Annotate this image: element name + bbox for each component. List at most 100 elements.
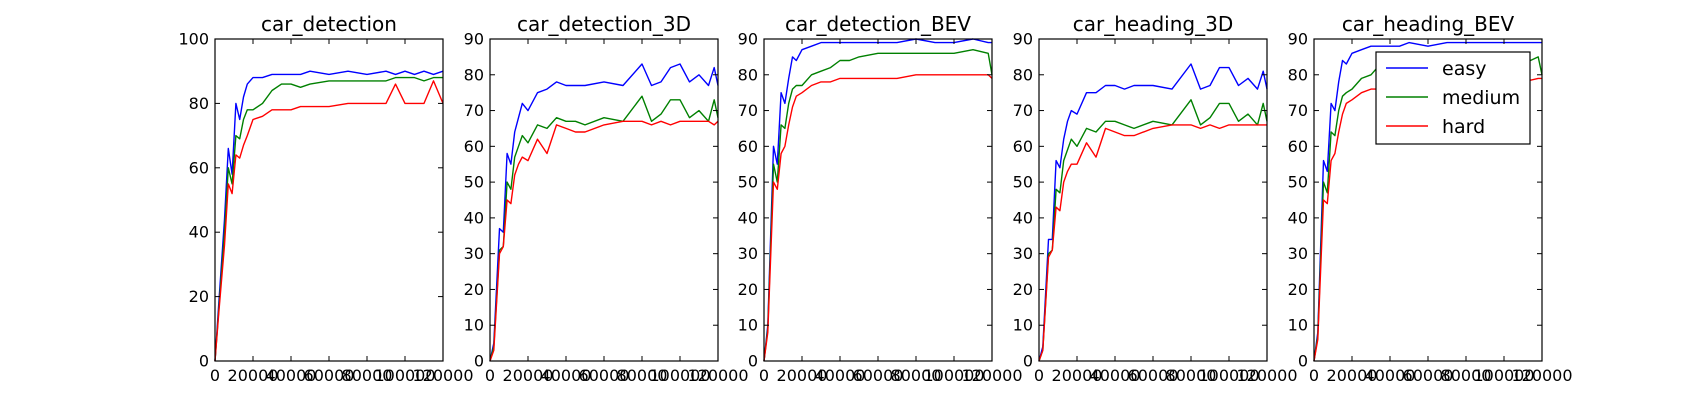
x-tick-label: 0 <box>1034 366 1044 385</box>
chart-title: car_detection_3D <box>517 12 691 36</box>
series-line-easy <box>489 63 719 362</box>
x-tick-label: 80000 <box>1166 366 1217 385</box>
y-tick-label: 80 <box>1013 65 1033 84</box>
plot-frame <box>1038 38 1268 362</box>
y-tick-label: 40 <box>1288 208 1308 227</box>
y-tick-label: 20 <box>738 280 758 299</box>
y-tick-label: 10 <box>464 316 484 335</box>
series-line-easy <box>1038 63 1268 362</box>
x-tick-label: 0 <box>759 366 769 385</box>
x-tick-label: 40000 <box>815 366 866 385</box>
x-tick-label: 100000 <box>1473 366 1534 385</box>
y-tick-label: 90 <box>464 30 484 49</box>
chart-panel-car-detection: car_detection 0 20 40 60 80 100 0 20000400006000… <box>178 12 473 385</box>
y-tick-label: 30 <box>1288 244 1308 263</box>
chart-title: car_heading_BEV <box>1342 12 1515 36</box>
y-tick-label: 10 <box>738 316 758 335</box>
x-tick-label: 20000 <box>777 366 828 385</box>
series-line-medium <box>214 76 443 362</box>
chart-panel-car-detection-3D: car_detection_3D 0 10 20 30 40 50 60 70 80 90 0 2000… <box>464 12 749 385</box>
series-line-medium <box>1038 99 1268 362</box>
y-tick-label: 70 <box>1288 101 1308 120</box>
y-tick-label: 20 <box>1288 280 1308 299</box>
y-tick-label: 20 <box>464 280 484 299</box>
y-tick-label: 30 <box>1013 244 1033 263</box>
y-tick-label: 60 <box>1288 137 1308 156</box>
series-line-easy <box>214 70 444 362</box>
x-tick-label: 80000 <box>891 366 942 385</box>
y-tick-label: 80 <box>464 65 484 84</box>
y-tick-label: 40 <box>189 223 209 242</box>
plot-frame <box>763 38 993 362</box>
x-tick-label: 40000 <box>541 366 592 385</box>
x-tick-label: 60000 <box>304 366 355 385</box>
y-tick-label: 50 <box>1013 173 1033 192</box>
y-tick-label: 60 <box>1013 137 1033 156</box>
y-tick-label: 0 <box>748 352 758 371</box>
x-tick-label: 120000 <box>687 366 748 385</box>
x-tick-label: 20000 <box>1052 366 1103 385</box>
x-tick-label: 40000 <box>1365 366 1416 385</box>
plot-frame <box>214 38 444 362</box>
series-line-hard <box>214 80 444 362</box>
y-tick-label: 0 <box>1023 352 1033 371</box>
legend-label-hard: hard <box>1442 116 1485 138</box>
y-tick-label: 60 <box>189 158 209 177</box>
series-line-hard <box>1038 124 1267 362</box>
y-tick-label: 0 <box>199 352 209 371</box>
y-tick-label: 30 <box>738 244 758 263</box>
y-tick-label: 90 <box>1013 30 1033 49</box>
chart-title: car_detection <box>261 12 397 36</box>
x-tick-label: 20000 <box>1327 366 1378 385</box>
x-tick-label: 80000 <box>342 366 393 385</box>
x-tick-label: 20000 <box>228 366 279 385</box>
x-tick-label: 0 <box>210 366 220 385</box>
x-tick-label: 60000 <box>1128 366 1179 385</box>
x-tick-label: 120000 <box>1511 366 1572 385</box>
y-tick-label: 40 <box>738 208 758 227</box>
x-tick-label: 100000 <box>649 366 710 385</box>
series-line-easy <box>763 38 992 362</box>
chart-panel-car-heading-BEV: car_heading_BEV 0 10 20 30 40 50 60 70 80 90 0 20000… <box>1288 12 1573 385</box>
y-tick-label: 70 <box>738 101 758 120</box>
y-tick-label: 0 <box>1298 352 1308 371</box>
series-line-medium <box>489 95 719 362</box>
y-tick-label: 80 <box>189 94 209 113</box>
y-tick-label: 80 <box>738 65 758 84</box>
y-tick-label: 50 <box>738 173 758 192</box>
x-tick-label: 80000 <box>1441 366 1492 385</box>
y-tick-label: 10 <box>1013 316 1033 335</box>
series-line-easy <box>1313 41 1542 362</box>
x-tick-label: 100000 <box>923 366 984 385</box>
x-tick-label: 0 <box>1309 366 1319 385</box>
legend-label-easy: easy <box>1442 58 1486 80</box>
x-tick-label: 120000 <box>1236 366 1297 385</box>
x-tick-label: 80000 <box>617 366 668 385</box>
legend: easy medium hard <box>1375 51 1531 145</box>
legend-label-medium: medium <box>1442 87 1520 109</box>
y-tick-label: 50 <box>464 173 484 192</box>
x-tick-label: 60000 <box>579 366 630 385</box>
chart-title: car_detection_BEV <box>785 12 971 36</box>
x-tick-label: 100000 <box>1198 366 1259 385</box>
series-line-hard <box>489 120 719 362</box>
plot-frame <box>489 38 719 362</box>
y-tick-label: 50 <box>1288 173 1308 192</box>
series-line-hard <box>763 74 993 362</box>
chart-panel-car-heading-3D: car_heading_3D 0 10 20 30 40 50 60 70 80 90 0 200004… <box>1013 12 1298 385</box>
x-tick-label: 40000 <box>1090 366 1141 385</box>
series-line-medium <box>763 49 993 362</box>
x-tick-label: 100000 <box>374 366 435 385</box>
y-tick-label: 20 <box>189 287 209 306</box>
x-tick-label: 20000 <box>503 366 554 385</box>
x-tick-label: 120000 <box>961 366 1022 385</box>
y-tick-label: 80 <box>1288 65 1308 84</box>
y-tick-label: 90 <box>1288 30 1308 49</box>
y-tick-label: 10 <box>1288 316 1308 335</box>
chart-panel-car-detection-BEV: car_detection_BEV 0 10 20 30 40 50 60 70 80 90 0 200… <box>738 12 1023 385</box>
y-tick-label: 100 <box>178 30 209 49</box>
x-tick-label: 60000 <box>1403 366 1454 385</box>
y-tick-label: 70 <box>464 101 484 120</box>
y-tick-label: 40 <box>464 208 484 227</box>
